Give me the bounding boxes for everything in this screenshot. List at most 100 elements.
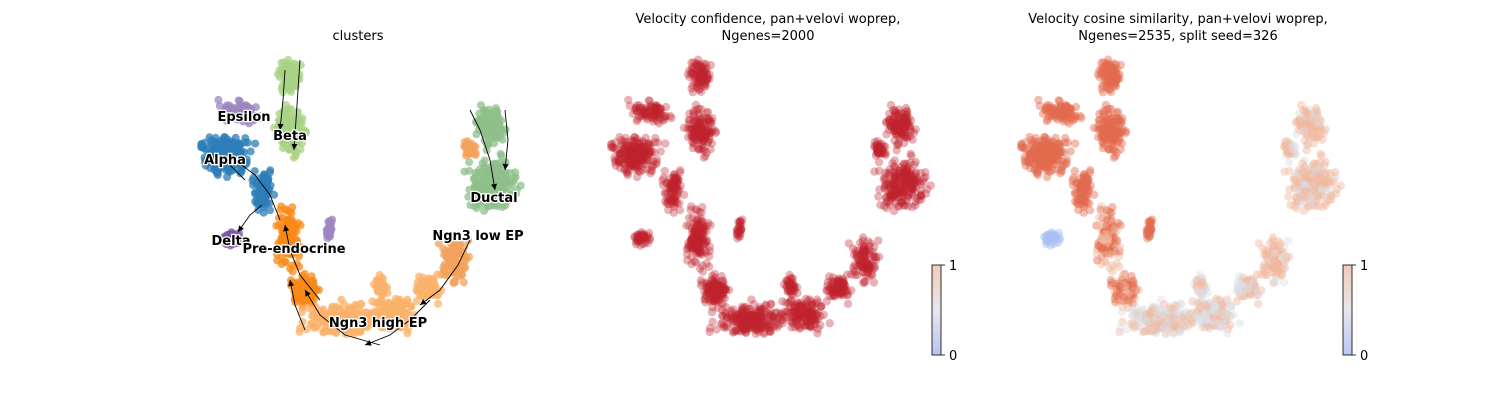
confidence-point <box>749 300 759 309</box>
cluster-point <box>492 107 501 115</box>
cluster-point <box>273 250 281 259</box>
confidence-point <box>870 167 879 176</box>
cosine-point <box>1046 233 1055 242</box>
confidence-point <box>722 323 731 332</box>
cluster-point <box>236 169 245 178</box>
confidence-point <box>636 233 645 242</box>
confidence-point <box>817 302 826 311</box>
confidence-point <box>874 192 883 201</box>
cluster-point <box>482 111 491 120</box>
cluster-point <box>250 167 259 176</box>
panel-clusters: clusters Epsilon Beta Alpha Ductal Ngn3 … <box>197 29 525 346</box>
cluster-point <box>491 115 500 124</box>
cosine-point <box>1308 185 1318 195</box>
confidence-point <box>697 76 706 85</box>
cosine-point <box>1300 162 1309 171</box>
cluster-point <box>312 323 321 332</box>
cluster-point <box>308 284 317 293</box>
cluster-point <box>278 67 287 76</box>
confidence-point <box>646 169 655 178</box>
confidence-point <box>709 293 719 302</box>
confidence-point <box>692 116 701 125</box>
cosine-point <box>1304 174 1313 183</box>
confidence-point <box>769 322 779 331</box>
cluster-point <box>376 303 385 312</box>
confidence-point <box>652 101 662 111</box>
cluster-point <box>451 278 460 286</box>
cluster-point <box>484 174 493 183</box>
confidence-point <box>865 263 875 272</box>
cluster-point <box>501 169 510 178</box>
cluster-point <box>407 302 416 311</box>
cluster-point <box>496 149 505 158</box>
confidence-point <box>707 308 717 317</box>
cluster-point <box>480 162 489 171</box>
confidence-point <box>898 185 908 195</box>
confidence-point <box>636 156 645 165</box>
cosine-point <box>1016 143 1026 152</box>
cluster-point <box>509 177 518 186</box>
cosine-point <box>1312 106 1321 116</box>
confidence-point <box>697 278 707 288</box>
cosine-point <box>1043 106 1052 116</box>
cosine-point <box>1036 158 1045 167</box>
cluster-point <box>513 185 522 194</box>
confidence-point <box>718 305 727 315</box>
cosine-point <box>1321 169 1330 178</box>
cosine-point <box>1320 160 1329 169</box>
cluster-point <box>273 256 282 265</box>
confidence-point <box>870 137 880 147</box>
cluster-point <box>464 192 473 201</box>
cluster-point <box>497 184 506 193</box>
confidence-point <box>624 95 633 105</box>
cluster-point <box>283 230 292 239</box>
confidence-point <box>890 162 899 171</box>
cosine-point <box>1313 193 1323 202</box>
cluster-point <box>471 168 480 177</box>
cluster-point <box>383 303 392 312</box>
confidence-point <box>739 326 748 335</box>
cluster-point <box>201 161 210 170</box>
confidence-point <box>833 284 842 293</box>
confidence-point <box>881 168 890 177</box>
cosine-title-line1: Velocity cosine similarity, pan+velovi w… <box>1028 12 1328 27</box>
confidence-point <box>792 282 802 292</box>
cluster-point <box>319 327 328 336</box>
cluster-point <box>282 116 291 125</box>
cluster-point <box>223 173 232 181</box>
cluster-point <box>499 178 507 187</box>
cluster-point <box>456 263 464 272</box>
cluster-point <box>501 125 510 134</box>
cosine-point <box>1302 146 1311 155</box>
confidence-point <box>892 146 901 155</box>
confidence-point <box>867 271 877 280</box>
confidence-title-line1: Velocity confidence, pan+velovi woprep, <box>636 12 901 27</box>
confidence-point <box>717 272 726 281</box>
cosine-point <box>1076 194 1085 203</box>
cluster-point <box>450 249 459 258</box>
cosine-point <box>1098 67 1107 77</box>
cluster-point <box>501 201 510 210</box>
cluster-point <box>466 201 475 209</box>
cosine-point <box>1062 101 1072 111</box>
cluster-point <box>494 193 503 202</box>
cluster-point <box>511 168 520 177</box>
cluster-label-ductal: Ductal <box>470 191 517 206</box>
cluster-point <box>460 138 469 146</box>
confidence-point <box>606 143 616 152</box>
confidence-point <box>688 81 697 90</box>
cluster-point <box>290 225 299 234</box>
cluster-point <box>280 257 289 266</box>
cluster-point <box>296 221 305 230</box>
cosine-point <box>1103 144 1113 153</box>
cluster-point <box>214 95 223 104</box>
cluster-point <box>223 163 232 172</box>
cosine-point <box>1280 167 1289 176</box>
cluster-point <box>259 202 268 211</box>
cluster-point <box>325 218 334 227</box>
confidence-point <box>729 327 738 336</box>
cosine-points <box>1016 55 1346 339</box>
cosine-point <box>1032 141 1041 150</box>
cluster-point <box>291 152 300 160</box>
confidence-point <box>843 287 852 296</box>
